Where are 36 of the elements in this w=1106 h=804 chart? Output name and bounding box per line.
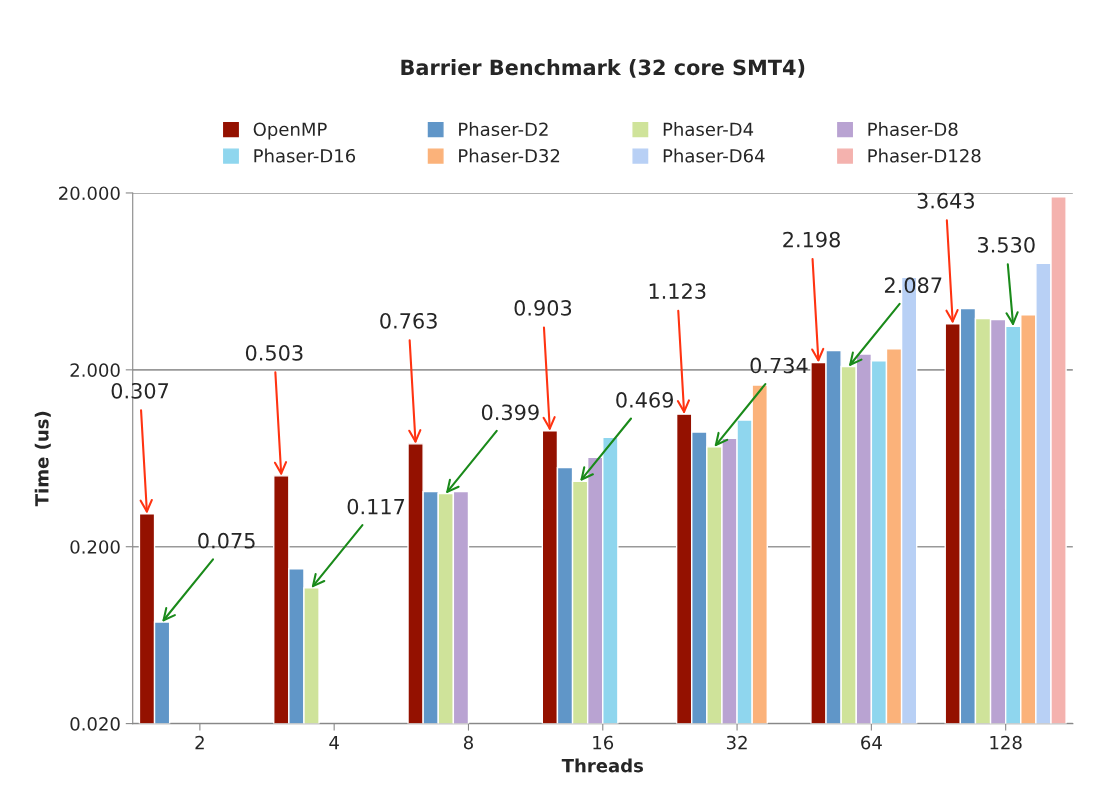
data-label: 0.763 <box>380 312 437 329</box>
y-tick-label: 2.000 <box>70 363 120 377</box>
x-tick-label: 32 <box>726 735 747 750</box>
data-label: 2.087 <box>884 277 942 294</box>
data-label: 1.123 <box>649 283 706 300</box>
data-label: 2.198 <box>783 231 840 248</box>
y-tick-label: 0.020 <box>70 717 120 731</box>
x-tick-label: 4 <box>329 735 339 750</box>
data-label: 0.399 <box>481 404 539 421</box>
x-tick-label: 64 <box>861 735 882 750</box>
data-label: 3.643 <box>917 192 974 209</box>
x-tick-label: 16 <box>593 735 614 750</box>
y-tick-label: 0.200 <box>70 540 120 554</box>
x-tick-label: 128 <box>990 735 1022 750</box>
legend-label: Phaser-D64 <box>663 148 765 163</box>
y-axis-title: Time (us) <box>34 411 51 507</box>
data-label: 0.075 <box>198 532 255 549</box>
x-axis-title: Threads <box>561 758 643 773</box>
y-tick-label: 20.000 <box>59 186 120 201</box>
legend-label: Phaser-D128 <box>868 148 981 163</box>
legend-label: Phaser-D32 <box>459 148 560 163</box>
data-label: 0.469 <box>616 392 674 408</box>
x-tick-label: 2 <box>195 735 204 750</box>
legend-label: Phaser-D2 <box>459 122 548 137</box>
x-tick-label: 8 <box>463 735 473 750</box>
data-label: 0.503 <box>245 344 303 361</box>
data-label: 0.307 <box>111 382 169 399</box>
legend-label: Phaser-D16 <box>254 148 356 163</box>
chart-title: Barrier Benchmark (32 core SMT4) <box>401 59 805 78</box>
data-label: 3.530 <box>978 236 1035 253</box>
legend-label: Phaser-D8 <box>868 122 958 137</box>
data-label: 0.734 <box>750 357 808 374</box>
legend-label: Phaser-D4 <box>663 122 754 137</box>
legend-label: OpenMP <box>253 122 327 140</box>
data-label: 0.903 <box>514 300 572 316</box>
data-label: 0.117 <box>347 498 405 515</box>
